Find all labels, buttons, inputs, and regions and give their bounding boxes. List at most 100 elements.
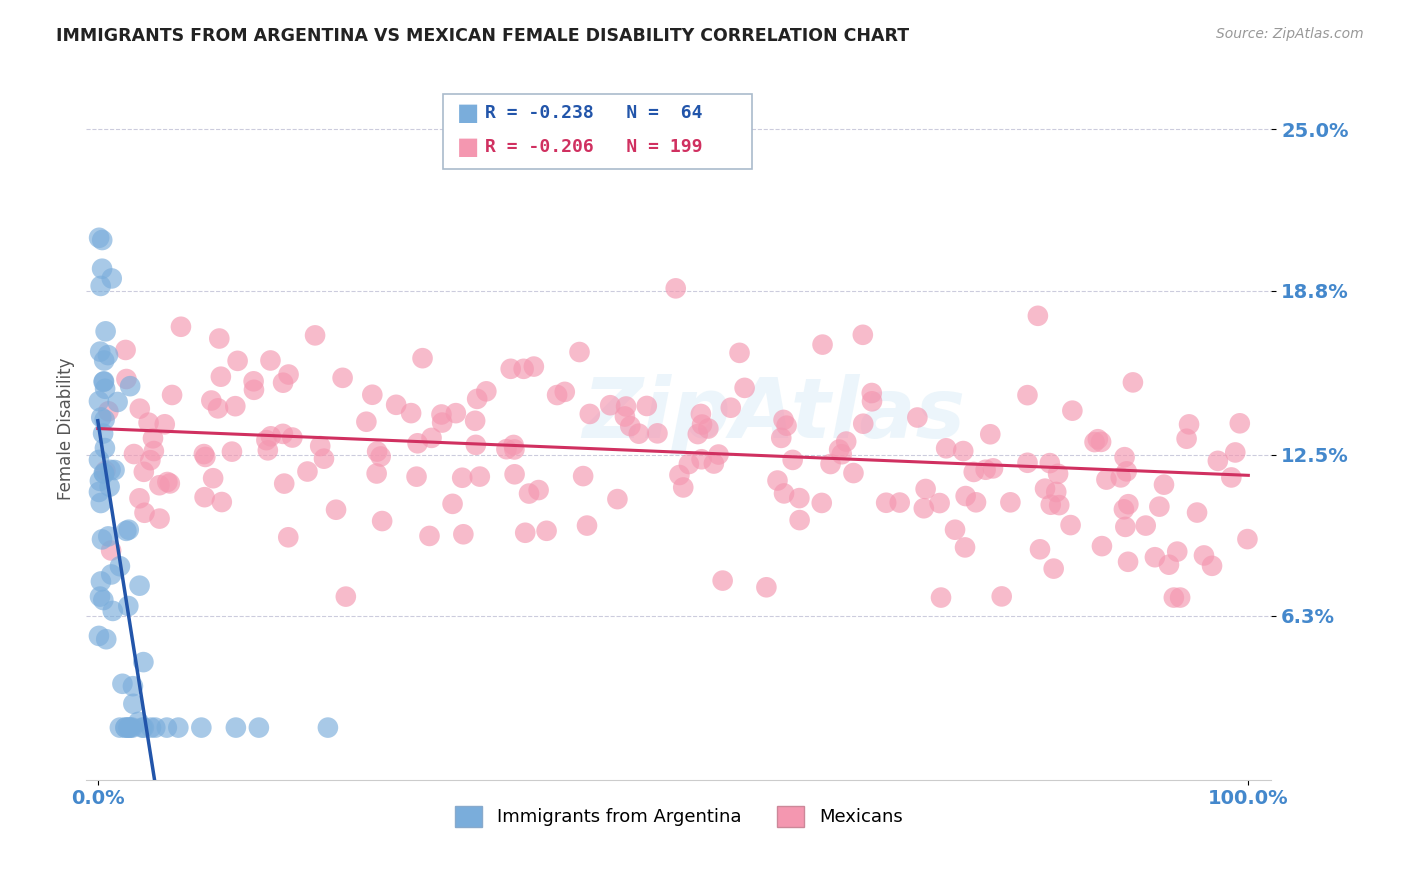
Point [114, 721, 136, 735]
Point [599, 398, 621, 412]
Point [606, 492, 628, 507]
Point [309, 439, 332, 453]
Point [156, 721, 179, 735]
Point [117, 599, 139, 613]
Point [568, 345, 591, 359]
Point [247, 721, 270, 735]
Point [335, 590, 357, 604]
Point [1059, 518, 1081, 533]
Point [97, 404, 120, 418]
Point [578, 407, 600, 421]
Point [789, 513, 811, 527]
Y-axis label: Female Disability: Female Disability [58, 358, 75, 500]
Point [149, 511, 172, 525]
Point [97, 529, 120, 543]
Point [371, 514, 394, 528]
Point [93, 375, 115, 389]
Point [981, 461, 1004, 475]
Point [1083, 435, 1105, 450]
Text: ZipAtlas: ZipAtlas [582, 374, 965, 455]
Point [889, 495, 911, 509]
Point [953, 541, 976, 555]
Point [281, 431, 304, 445]
Point [772, 413, 794, 427]
Point [1153, 477, 1175, 491]
Point [96, 632, 118, 647]
Point [1168, 591, 1191, 605]
Point [254, 433, 277, 447]
Point [312, 451, 335, 466]
Point [256, 443, 278, 458]
Point [1087, 432, 1109, 446]
Point [91, 593, 114, 607]
Point [142, 431, 165, 445]
Point [1225, 445, 1247, 459]
Point [1115, 464, 1137, 478]
Point [93, 467, 115, 481]
Point [148, 478, 170, 492]
Point [122, 447, 145, 461]
Point [120, 379, 142, 393]
Point [1039, 456, 1062, 470]
Point [90, 574, 112, 589]
Point [465, 392, 488, 406]
Point [1039, 498, 1062, 512]
Point [385, 398, 408, 412]
Point [122, 679, 145, 693]
Point [451, 471, 474, 485]
Point [665, 281, 688, 295]
Point [87, 231, 110, 245]
Point [139, 453, 162, 467]
Point [190, 721, 212, 735]
Point [686, 427, 709, 442]
Point [647, 426, 669, 441]
Point [690, 452, 713, 467]
Point [90, 410, 112, 425]
Point [1118, 497, 1140, 511]
Point [207, 401, 229, 416]
Point [242, 374, 264, 388]
Point [1095, 473, 1118, 487]
Legend: Immigrants from Argentina, Mexicans: Immigrants from Argentina, Mexicans [449, 798, 910, 834]
Point [120, 721, 142, 735]
Point [194, 450, 217, 464]
Point [243, 383, 266, 397]
Point [101, 604, 124, 618]
Point [399, 406, 422, 420]
Point [703, 457, 725, 471]
Point [108, 559, 131, 574]
Point [1000, 495, 1022, 509]
Point [208, 332, 231, 346]
Point [273, 476, 295, 491]
Point [441, 497, 464, 511]
Point [271, 426, 294, 441]
Point [115, 372, 138, 386]
Point [495, 442, 517, 457]
Point [94, 382, 117, 396]
Point [91, 426, 114, 441]
Point [955, 489, 977, 503]
Point [224, 399, 246, 413]
Point [1143, 550, 1166, 565]
Point [678, 457, 700, 471]
Point [979, 427, 1001, 442]
Point [775, 418, 797, 433]
Point [194, 490, 217, 504]
Point [515, 525, 537, 540]
Point [728, 346, 751, 360]
Point [89, 474, 111, 488]
Point [789, 491, 811, 505]
Point [929, 591, 952, 605]
Point [94, 441, 117, 455]
Point [1166, 544, 1188, 558]
Point [159, 476, 181, 491]
Point [132, 655, 155, 669]
Point [160, 388, 183, 402]
Point [90, 279, 112, 293]
Point [523, 359, 546, 374]
Point [766, 474, 789, 488]
Point [905, 410, 928, 425]
Point [121, 721, 143, 735]
Point [1122, 376, 1144, 390]
Point [503, 442, 526, 457]
